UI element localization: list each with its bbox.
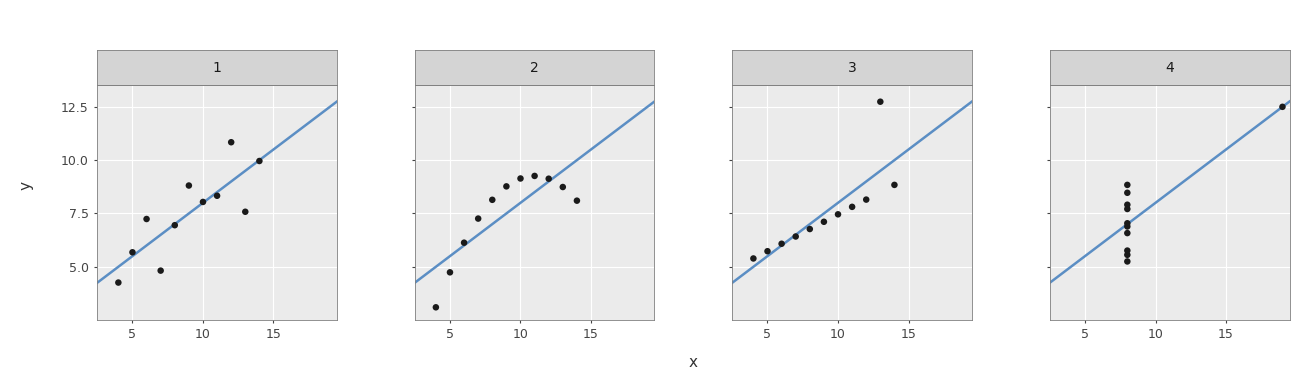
Point <box>425 304 446 310</box>
Point <box>552 184 573 190</box>
Point <box>771 241 792 247</box>
Point <box>1117 190 1138 196</box>
Point <box>150 267 171 274</box>
Text: 3: 3 <box>848 61 857 75</box>
Point <box>439 269 460 275</box>
Point <box>785 234 806 240</box>
Text: 1: 1 <box>213 61 222 75</box>
Point <box>207 193 228 199</box>
Point <box>454 239 474 246</box>
Point <box>841 204 862 210</box>
Point <box>122 249 143 255</box>
Point <box>165 222 185 228</box>
Point <box>814 219 835 225</box>
Point <box>108 279 128 286</box>
Text: y: y <box>18 181 34 190</box>
Text: 2: 2 <box>530 61 539 75</box>
Point <box>511 175 531 182</box>
Point <box>566 197 587 204</box>
Point <box>482 197 503 203</box>
Point <box>743 255 763 262</box>
Point <box>1117 206 1138 212</box>
Point <box>1117 220 1138 226</box>
Text: x: x <box>689 355 697 370</box>
Point <box>220 139 241 146</box>
Point <box>468 215 489 222</box>
Point <box>1117 182 1138 188</box>
Point <box>235 209 255 215</box>
Point <box>870 99 890 105</box>
Point <box>538 176 559 182</box>
Point <box>828 211 849 217</box>
Point <box>193 199 214 205</box>
Point <box>1117 258 1138 265</box>
Point <box>1117 202 1138 208</box>
Point <box>179 182 200 189</box>
Point <box>884 182 905 188</box>
Point <box>496 183 517 189</box>
Point <box>1117 223 1138 230</box>
Text: 4: 4 <box>1165 61 1174 75</box>
Point <box>1117 248 1138 254</box>
Point <box>1117 252 1138 258</box>
Point <box>1273 104 1293 110</box>
Point <box>524 173 544 179</box>
Point <box>136 216 157 222</box>
Point <box>855 196 876 203</box>
Point <box>757 248 778 254</box>
Point <box>800 226 820 232</box>
Point <box>249 158 270 164</box>
Point <box>1117 230 1138 236</box>
